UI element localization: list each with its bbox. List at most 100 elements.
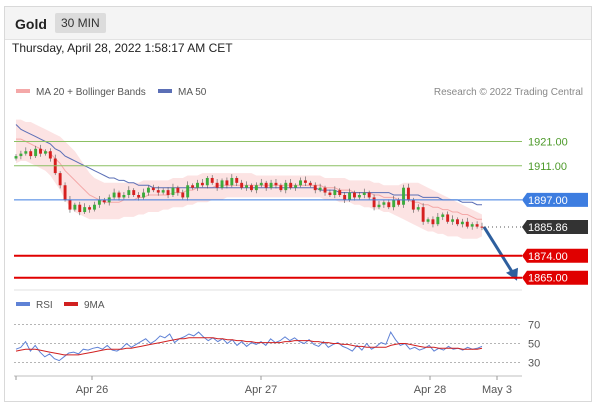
candle xyxy=(19,150,23,160)
candle xyxy=(132,188,136,197)
candle xyxy=(284,179,288,194)
credit-text: Research © 2022 Trading Central xyxy=(434,87,583,98)
candle xyxy=(436,213,440,227)
forecast-arrow xyxy=(482,226,514,273)
candle xyxy=(254,182,258,194)
candle xyxy=(181,189,185,200)
level-label-1885.86: 1885.86 xyxy=(528,222,568,234)
candle xyxy=(161,188,165,195)
candle xyxy=(225,177,229,189)
candle xyxy=(480,222,484,231)
candle xyxy=(196,179,199,191)
candle xyxy=(416,204,420,212)
candle xyxy=(122,192,126,200)
candle xyxy=(387,199,391,210)
candle xyxy=(392,195,396,211)
candle xyxy=(328,189,332,197)
level-tag-1897.00 xyxy=(522,192,588,207)
candle xyxy=(264,180,268,191)
candle xyxy=(294,183,298,191)
x-tick-label: May 3 xyxy=(482,384,512,396)
candle xyxy=(460,218,464,228)
rsi-ma-line xyxy=(15,337,483,356)
candle xyxy=(313,182,317,194)
candle xyxy=(68,195,72,213)
candle xyxy=(117,190,121,201)
candle xyxy=(93,201,96,212)
candle xyxy=(142,188,145,200)
candle xyxy=(303,176,307,186)
candle xyxy=(151,184,155,193)
candle xyxy=(259,178,263,188)
candle xyxy=(112,188,116,200)
candle xyxy=(97,195,101,208)
candle xyxy=(39,144,42,157)
candle xyxy=(269,179,273,190)
candle xyxy=(176,185,180,196)
candle xyxy=(235,176,239,186)
level-label-1865.00: 1865.00 xyxy=(528,273,568,285)
candle xyxy=(200,178,204,188)
rsi-tick-50: 50 xyxy=(528,339,540,351)
candle xyxy=(426,217,430,224)
rsi-line xyxy=(15,330,483,362)
candle xyxy=(402,184,405,208)
bollinger-band xyxy=(16,119,482,239)
level-label-1921.00: 1921.00 xyxy=(528,136,568,148)
level-tag-1885.86 xyxy=(522,219,588,234)
candle xyxy=(63,182,67,202)
level-label-1911.00: 1911.00 xyxy=(528,161,567,173)
candle xyxy=(446,211,450,224)
levels-layer: 1921.00 1911.00 1897.00 1885.86 1874.00 1865.… xyxy=(14,136,588,285)
candle xyxy=(249,183,253,193)
candle xyxy=(102,197,106,205)
candle xyxy=(308,180,312,188)
timeframe-badge[interactable]: 30 MIN xyxy=(55,13,106,33)
candle xyxy=(210,175,214,185)
candle xyxy=(372,194,376,211)
rsi-plot: 70 50 30 xyxy=(14,320,540,370)
candle xyxy=(279,183,283,193)
x-tick-label: Apr 26 xyxy=(76,384,108,396)
x-tick-label: Apr 27 xyxy=(245,384,277,396)
candle xyxy=(215,178,219,191)
candle xyxy=(186,181,190,201)
candle xyxy=(240,179,244,190)
candle xyxy=(230,174,234,188)
rsi-tick-70: 70 xyxy=(528,320,540,332)
candle xyxy=(14,154,18,161)
candle xyxy=(83,203,87,214)
candle xyxy=(146,185,150,196)
header-bar: Gold 30 MIN xyxy=(5,7,591,40)
candle xyxy=(171,183,175,197)
candle xyxy=(475,221,479,229)
candle xyxy=(274,178,278,189)
level-tag-1865.00 xyxy=(522,270,588,285)
candle xyxy=(367,190,371,200)
candle xyxy=(24,147,28,156)
candle xyxy=(431,216,435,228)
level-label-1897.00: 1897.00 xyxy=(528,195,568,207)
level-tag-1874.00 xyxy=(522,248,588,263)
candle xyxy=(362,188,366,199)
candle xyxy=(220,178,224,190)
candle xyxy=(470,222,474,230)
x-tick-label: Apr 28 xyxy=(414,384,446,396)
candle xyxy=(441,212,445,221)
candle xyxy=(338,188,342,197)
x-axis-labels: Apr 26 Apr 27 Apr 28 May 3 xyxy=(15,376,512,396)
candle xyxy=(48,148,52,162)
rsi-tick-30: 30 xyxy=(528,358,540,370)
candle xyxy=(88,205,92,213)
candle xyxy=(205,176,209,189)
candle xyxy=(34,145,38,159)
candle xyxy=(456,217,459,227)
chart-datetime: Thursday, April 28, 2022 1:58:17 AM CET xyxy=(12,41,233,55)
candle xyxy=(343,192,347,204)
candle xyxy=(323,185,327,196)
level-label-1874.00: 1874.00 xyxy=(528,251,568,263)
candle xyxy=(127,186,131,199)
candle xyxy=(465,217,469,229)
candle xyxy=(411,197,415,213)
